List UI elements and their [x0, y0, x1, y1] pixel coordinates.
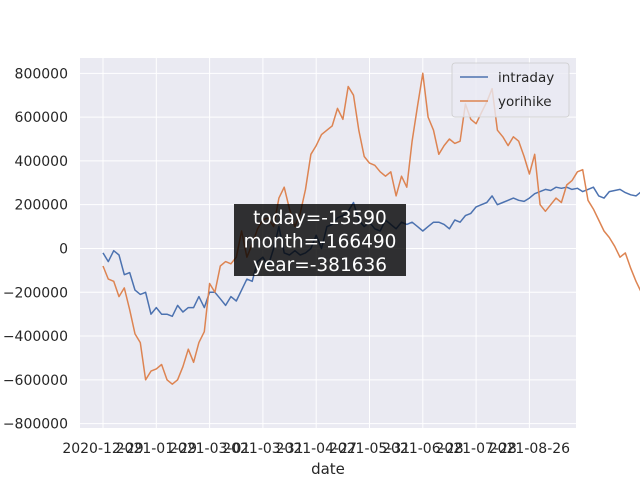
x-axis-label: date — [311, 460, 345, 478]
annotation-line: year=-381636 — [253, 255, 387, 276]
annotation-line: today=-13590 — [253, 208, 387, 229]
x-axis-ticks: 2020-12-292021-01-292021-03-012021-03-31… — [62, 441, 570, 457]
annotation-box — [234, 204, 406, 276]
y-tick-label: 600000 — [15, 110, 68, 126]
y-axis-ticks: −800000 −600000 −400000 −200000 0 200000 40000… — [3, 66, 68, 432]
x-tick-label: 2021-05-31 — [329, 441, 410, 457]
series-line-intraday — [102, 186, 640, 318]
x-tick-label: 2021-01-29 — [116, 441, 197, 457]
legend: intraday yorihike — [451, 62, 570, 118]
x-tick-label: 2021-04-27 — [276, 441, 357, 457]
legend-label-yorihike: yorihike — [498, 94, 552, 110]
y-tick-label: 200000 — [15, 198, 68, 214]
y-tick-label: −400000 — [3, 329, 68, 345]
y-tick-label: −200000 — [3, 285, 68, 301]
y-tick-label: −600000 — [3, 373, 68, 389]
x-tick-label: 2021-03-01 — [169, 441, 250, 457]
y-tick-label: −800000 — [3, 417, 68, 433]
x-tick-label: 2020-12-29 — [62, 441, 143, 457]
y-tick-label: 400000 — [15, 154, 68, 170]
x-tick-label: 2021-06-28 — [382, 441, 463, 457]
x-tick-label: 2021-03-31 — [222, 441, 303, 457]
x-tick-label: 2021-08-26 — [489, 441, 570, 457]
legend-label-intraday: intraday — [498, 70, 554, 86]
y-tick-label: 800000 — [15, 66, 68, 82]
x-tick-label: 2021-07-28 — [435, 441, 516, 457]
y-tick-label: 0 — [59, 241, 68, 257]
annotation-line: month=-166490 — [244, 232, 397, 253]
